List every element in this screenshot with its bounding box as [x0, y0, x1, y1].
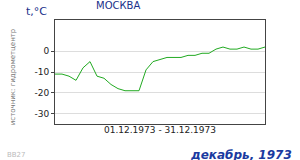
svg-text:01.12.1973 - 31.12.1973: 01.12.1973 - 31.12.1973 [104, 125, 216, 135]
svg-text:декабрь, 1973: декабрь, 1973 [190, 148, 292, 160]
svg-text:МОСКВА: МОСКВА [96, 0, 140, 11]
svg-text:0: 0 [43, 46, 49, 56]
svg-text:источник: гидрометцентр: источник: гидрометцентр [9, 28, 17, 125]
svg-text:-30: -30 [34, 109, 49, 119]
svg-text:ВВ27: ВВ27 [7, 151, 26, 159]
svg-text:-20: -20 [34, 88, 49, 98]
svg-text:t,°C: t,°C [26, 5, 47, 18]
svg-text:-10: -10 [34, 67, 49, 77]
